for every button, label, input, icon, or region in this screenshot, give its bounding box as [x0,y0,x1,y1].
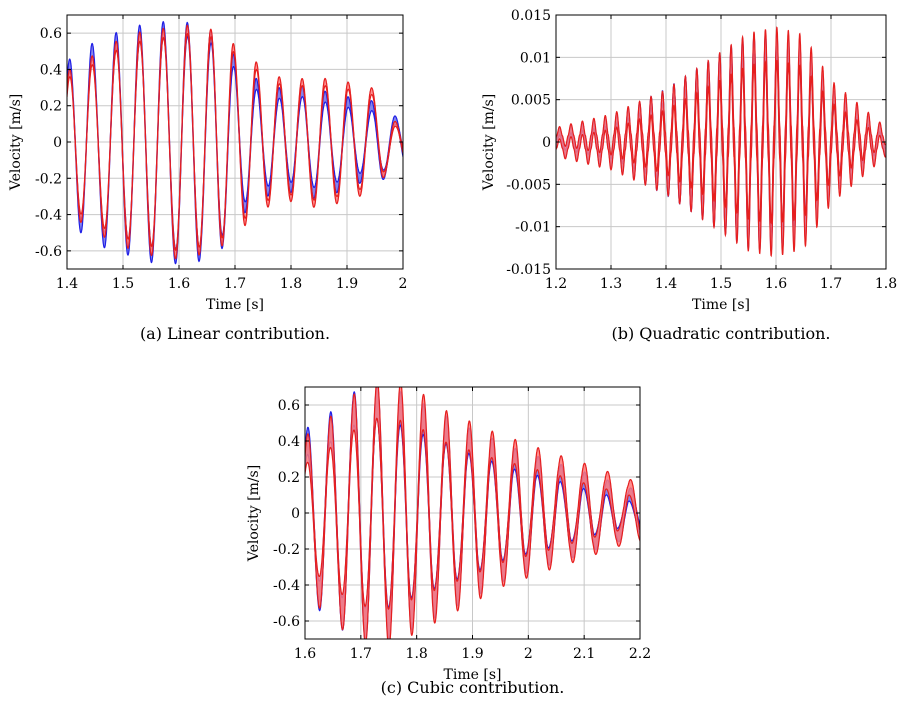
x-tick-label: 1.6 [294,646,316,662]
y-tick-label: 0.015 [511,8,551,24]
x-tick-label: 1.5 [112,276,134,292]
x-tick-label: 1.2 [545,276,567,292]
y-tick-label: 0.01 [520,50,551,66]
y-axis-label: Velocity [m/s] [246,465,262,562]
x-tick-label: 1.8 [406,646,428,662]
x-tick-label: 1.4 [56,276,78,292]
y-tick-label: -0.4 [35,208,62,224]
y-tick-label: -0.4 [273,578,300,594]
y-tick-label: 0.4 [40,62,62,78]
line-lower-red [305,417,640,639]
line-lower-red [556,59,886,258]
chart-caption: (c) Cubic contribution. [381,678,565,697]
y-tick-label: 0.2 [40,99,62,115]
x-tick-label: 1.7 [350,646,372,662]
chart-caption: (b) Quadratic contribution. [611,324,830,343]
y-tick-label: 0 [53,135,62,151]
chart-caption: (a) Linear contribution. [140,324,330,343]
x-tick-label: 1.7 [820,276,842,292]
x-tick-label: 1.8 [280,276,302,292]
y-tick-label: 0.2 [278,470,300,486]
y-tick-label: -0.005 [506,177,551,193]
x-tick-label: 1.6 [168,276,190,292]
x-tick-label: 1.8 [875,276,897,292]
x-axis-label: Time [s] [206,297,264,313]
x-axis-label: Time [s] [444,667,502,683]
line-lower-red [67,32,403,260]
x-tick-label: 2.1 [573,646,595,662]
cubic-contribution-chart: 1.6 1.7 1.8 1.9 2 2.1 2.2 -0.6 -0.4 -0.2 0 0.2 0.4 0.… [246,386,651,697]
y-tick-label: -0.2 [35,171,62,187]
x-tick-label: 1.3 [600,276,622,292]
x-tick-label: 2 [399,276,408,292]
x-tick-label: 1.9 [336,276,358,292]
y-tick-label: -0.015 [506,262,551,278]
y-tick-label: 0 [291,506,300,522]
y-axis-label: Velocity [m/s] [8,94,24,191]
y-tick-label: -0.01 [515,220,551,236]
x-tick-label: 1.9 [461,646,483,662]
linear-contribution-chart: 1.4 1.5 1.6 1.7 1.8 1.9 2 -0.6 -0.4 -0.2 0 0.2 0.4 0.… [8,14,408,343]
y-tick-label: 0.6 [278,398,300,414]
x-tick-label: 1.5 [710,276,732,292]
y-tick-label: -0.2 [273,542,300,558]
y-tick-label: 0 [542,135,551,151]
x-tick-label: 1.7 [224,276,246,292]
x-tick-label: 2.2 [629,646,651,662]
x-tick-label: 1.4 [655,276,677,292]
quadratic-contribution-chart: 1.2 1.3 1.4 1.5 1.6 1.7 1.8 -0.015 -0.01 -0.005 0 0… [481,8,897,343]
x-tick-label: 2 [524,646,533,662]
y-axis-label: Velocity [m/s] [481,94,497,191]
y-tick-label: 0.005 [511,93,551,109]
x-axis-label: Time [s] [692,297,750,313]
y-tick-label: -0.6 [273,614,300,630]
y-tick-label: -0.6 [35,244,62,260]
y-tick-label: 0.4 [278,434,300,450]
line-upper-red [556,26,886,225]
y-tick-label: 0.6 [40,26,62,42]
x-tick-label: 1.6 [765,276,787,292]
